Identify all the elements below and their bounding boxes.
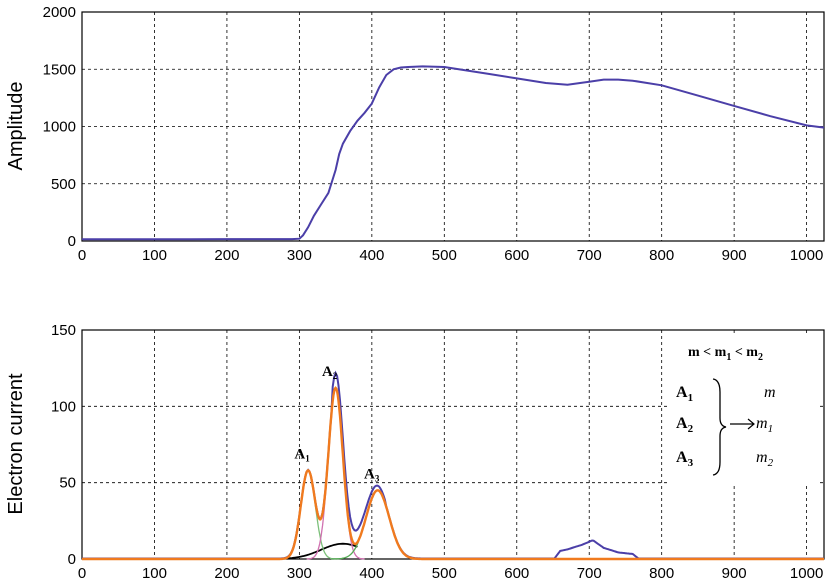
electron-current-x-tick-label: 400	[359, 565, 384, 582]
amplitude-y-tick-label: 500	[51, 176, 76, 193]
background-peak-line	[284, 542, 358, 560]
electron-current-y-tick-label: 0	[68, 551, 76, 568]
peak-label-2: A2	[322, 364, 338, 381]
amplitude-x-tick-label: 300	[287, 247, 312, 264]
electron-current-x-ticks: 0 100 200 300 400 500 600 700 800 900 1000	[78, 565, 823, 582]
amplitude-y-tick-label: 1500	[43, 61, 76, 78]
electron-current-x-tick-label: 900	[722, 565, 747, 582]
electron-current-y-tick-label: 50	[59, 475, 76, 492]
amplitude-x-tick-label: 200	[214, 247, 239, 264]
electron-current-x-tick-label: 0	[78, 565, 86, 582]
amplitude-y-tick-label: 2000	[43, 4, 76, 21]
electron-current-y-axis-label: Electron current	[5, 373, 27, 515]
amplitude-x-tick-label: 0	[78, 247, 86, 264]
amplitude-panel: 0 100 200 300 400 500 600 700 800 900 1000 0 500 100…	[5, 4, 825, 264]
mass-relation: m < m1 < m2	[688, 345, 763, 363]
amplitude-series-line	[82, 65, 825, 241]
electron-current-x-tick-label: 200	[214, 565, 239, 582]
fit-line	[82, 386, 824, 561]
amplitude-y-ticks: 0 500 1000 1500 2000	[43, 4, 76, 250]
electron-current-x-tick-label: 300	[287, 565, 312, 582]
amplitude-x-tick-label: 100	[142, 247, 167, 264]
peak-label-1: A1	[294, 446, 310, 463]
mass-legend: m < m1 < m2 A1 A2 A3 m m1 m2	[668, 336, 818, 486]
legend-a3: A3	[676, 449, 694, 469]
electron-current-x-tick-label: 1000	[790, 565, 823, 582]
electron-current-x-tick-label: 700	[577, 565, 602, 582]
electron-current-x-tick-label: 600	[504, 565, 529, 582]
electron-current-y-tick-label: 100	[51, 398, 76, 415]
electron-current-curves	[82, 370, 824, 561]
amplitude-x-ticks: 0 100 200 300 400 500 600 700 800 900 1000	[78, 247, 823, 264]
amplitude-x-tick-label: 900	[722, 247, 747, 264]
amplitude-x-tick-label: 500	[432, 247, 457, 264]
legend-a1: A1	[676, 384, 693, 404]
legend-m2: m2	[756, 449, 774, 469]
peak-labels: A1 A2 A3	[294, 364, 379, 483]
amplitude-x-tick-label: 1000	[790, 247, 823, 264]
legend-arrow	[730, 418, 755, 430]
amplitude-x-tick-label: 800	[649, 247, 674, 264]
peak-label-3: A3	[364, 466, 380, 483]
electron-current-x-tick-label: 500	[432, 565, 457, 582]
amplitude-x-tick-label: 400	[359, 247, 384, 264]
electron-current-x-tick-label: 100	[142, 565, 167, 582]
amplitude-x-tick-label: 600	[504, 247, 529, 264]
amplitude-y-tick-label: 0	[68, 233, 76, 250]
amplitude-y-axis-label: Amplitude	[5, 82, 27, 171]
electron-current-panel: 0 100 200 300 400 500 600 700 800 900 1000 0 50 100 1…	[5, 322, 825, 582]
amplitude-grid	[82, 12, 824, 241]
electron-current-y-ticks: 0 50 100 150	[51, 322, 76, 568]
mass-legend-background	[668, 336, 818, 486]
legend-brace	[712, 378, 727, 476]
amplitude-y-tick-label: 1000	[43, 119, 76, 136]
legend-m: m	[764, 384, 776, 401]
legend-m1: m1	[756, 415, 773, 435]
legend-a2: A2	[676, 415, 694, 435]
electron-current-x-tick-label: 800	[649, 565, 674, 582]
electron-current-y-tick-label: 150	[51, 322, 76, 339]
amplitude-x-tick-label: 700	[577, 247, 602, 264]
